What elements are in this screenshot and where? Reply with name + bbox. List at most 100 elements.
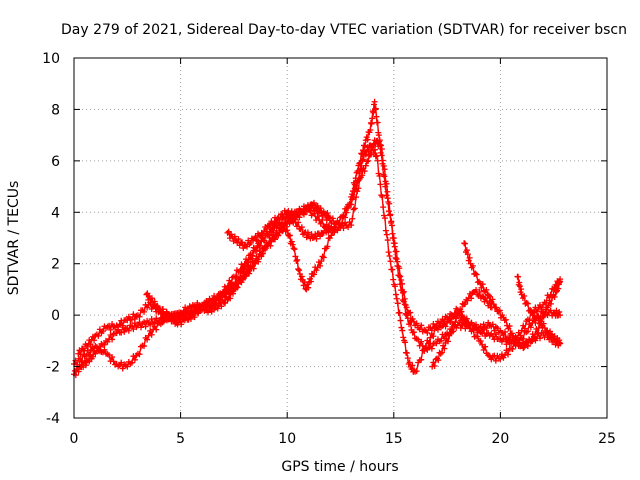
- data-point: [331, 229, 338, 236]
- data-point: [512, 333, 519, 340]
- data-point: [380, 204, 387, 211]
- data-point: [304, 229, 311, 236]
- data-point: [243, 268, 250, 275]
- data-point: [307, 278, 314, 285]
- data-point: [391, 243, 398, 250]
- data-point: [109, 354, 116, 361]
- data-point: [141, 343, 148, 350]
- data-point: [477, 338, 484, 345]
- data-point: [381, 215, 388, 222]
- data-point: [518, 286, 525, 293]
- data-point: [462, 317, 469, 324]
- data-point: [345, 224, 352, 231]
- data-point: [236, 268, 243, 275]
- data-point: [83, 353, 90, 360]
- data-point: [400, 334, 407, 341]
- data-point: [506, 334, 513, 341]
- data-point: [324, 210, 331, 217]
- data-point: [118, 329, 125, 336]
- data-point: [387, 258, 394, 265]
- y-tick-label: 8: [51, 102, 60, 118]
- data-point: [263, 228, 270, 235]
- data-point: [557, 340, 564, 347]
- data-point: [413, 320, 420, 327]
- data-point: [227, 295, 234, 302]
- data-point: [229, 290, 236, 297]
- y-tick-label: 4: [51, 205, 60, 221]
- data-point: [240, 276, 247, 283]
- data-point: [75, 368, 82, 375]
- data-point: [480, 347, 487, 354]
- plot-frame: [73, 57, 608, 419]
- data-point: [386, 253, 393, 259]
- data-point: [342, 205, 349, 212]
- data-point: [214, 305, 221, 312]
- data-point: [148, 316, 155, 323]
- data-point: [191, 314, 198, 321]
- data-point: [399, 287, 406, 294]
- data-point: [93, 343, 100, 350]
- data-point: [394, 262, 401, 269]
- data-point: [351, 205, 358, 212]
- data-point: [397, 281, 404, 288]
- data-point: [390, 240, 397, 247]
- data-point: [392, 254, 399, 261]
- data-point: [418, 338, 425, 345]
- data-point: [311, 271, 318, 278]
- data-point: [151, 298, 158, 305]
- data-point: [385, 249, 392, 256]
- data-point: [547, 307, 554, 314]
- data-point: [479, 341, 486, 348]
- data-point: [182, 304, 189, 311]
- data-point: [148, 295, 155, 302]
- data-point: [130, 353, 137, 360]
- data-point: [554, 335, 561, 342]
- data-point: [383, 192, 390, 199]
- data-point: [130, 311, 137, 318]
- data-point: [247, 262, 254, 269]
- data-point: [383, 180, 390, 187]
- data-point: [118, 359, 125, 366]
- data-point: [430, 333, 437, 340]
- data-point: [128, 359, 135, 366]
- data-point: [369, 144, 376, 151]
- data-point: [289, 241, 296, 248]
- data-point: [159, 306, 166, 313]
- data-point: [291, 246, 298, 253]
- data-point: [384, 237, 391, 244]
- data-point: [91, 337, 98, 344]
- data-point: [388, 222, 395, 229]
- data-point: [365, 157, 372, 164]
- data-point: [524, 328, 531, 335]
- data-point: [244, 259, 251, 266]
- data-point: [259, 230, 266, 237]
- data-point: [553, 307, 560, 314]
- data-point: [292, 253, 299, 260]
- data-point: [326, 224, 333, 231]
- data-point: [462, 300, 469, 307]
- satellite-track-7: [514, 273, 564, 348]
- data-point: [372, 153, 379, 160]
- data-point: [390, 276, 397, 283]
- satellite-track-8: [429, 286, 495, 370]
- data-point: [367, 127, 374, 133]
- data-point: [526, 317, 533, 324]
- data-point: [288, 238, 295, 245]
- data-point: [479, 293, 486, 300]
- data-point: [95, 347, 102, 354]
- data-point: [557, 312, 564, 319]
- x-tick-label: 25: [598, 431, 616, 447]
- data-point: [394, 300, 401, 307]
- data-point: [77, 351, 84, 358]
- data-point: [284, 227, 291, 234]
- data-point: [375, 132, 382, 139]
- data-point: [350, 206, 357, 213]
- data-point: [293, 257, 300, 264]
- data-point: [241, 260, 248, 267]
- data-point: [379, 157, 386, 164]
- data-point: [151, 323, 158, 330]
- data-point: [427, 334, 434, 341]
- data-point: [468, 320, 475, 327]
- data-point: [82, 362, 89, 369]
- data-point: [232, 274, 239, 281]
